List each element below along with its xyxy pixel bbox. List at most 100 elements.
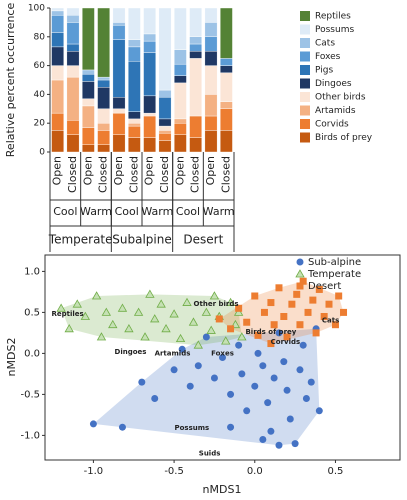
point xyxy=(325,300,333,308)
legend-marker xyxy=(296,282,304,290)
bar-segment xyxy=(219,7,233,59)
point xyxy=(169,309,179,318)
x-tick-label: Closed xyxy=(158,156,171,193)
bar-segment xyxy=(127,122,141,127)
bar-segment xyxy=(204,115,218,131)
bar-segment xyxy=(66,65,80,78)
point xyxy=(275,329,283,337)
point xyxy=(178,345,186,353)
subgroup-label: Warm xyxy=(141,205,173,218)
point xyxy=(225,297,236,306)
point xyxy=(259,436,267,443)
bar-segment xyxy=(66,43,80,52)
point xyxy=(259,362,267,370)
bar-segment xyxy=(127,111,141,120)
legend-label: Other birds xyxy=(315,93,366,103)
group-label: Temperate xyxy=(48,233,113,247)
bar-segment xyxy=(81,144,95,153)
bar-segment xyxy=(204,51,218,66)
bar-segment xyxy=(173,122,187,135)
point xyxy=(299,341,307,349)
bar-segment xyxy=(219,72,233,102)
bar-segment xyxy=(158,7,172,91)
bar-segment xyxy=(112,22,126,26)
bar-segment xyxy=(189,36,203,45)
y-axis-label: Relative percent occurrence xyxy=(4,3,17,158)
point xyxy=(288,300,296,308)
bar-segment xyxy=(219,58,233,66)
x-tick-label: -1.0 xyxy=(84,466,104,477)
x-tick-label: 0.0 xyxy=(247,466,263,477)
point xyxy=(260,308,268,316)
point xyxy=(80,311,91,320)
point xyxy=(251,382,259,390)
bar-segment xyxy=(158,140,172,153)
point xyxy=(124,323,134,333)
point xyxy=(335,292,343,300)
x-axis-label: nMDS1 xyxy=(203,483,242,496)
bar-segment xyxy=(173,75,187,84)
point xyxy=(156,299,166,308)
species-label: Suids xyxy=(199,449,221,457)
bar-segment xyxy=(97,108,110,124)
bar-segment xyxy=(66,120,80,135)
point xyxy=(283,386,291,394)
legend-label: Foxes xyxy=(315,52,341,62)
bar-segment xyxy=(127,46,141,62)
x-tick-label: Closed xyxy=(127,156,140,193)
bar-segment xyxy=(189,137,203,153)
point xyxy=(215,315,223,323)
subgroup-label: Cool xyxy=(115,205,139,218)
species-label: Reptiles xyxy=(51,310,83,318)
species-label: Corvids xyxy=(271,338,301,346)
point xyxy=(331,321,339,329)
bar-segment xyxy=(97,86,110,109)
bar-segment xyxy=(143,115,157,138)
point xyxy=(194,362,202,370)
point xyxy=(340,308,348,316)
species-label: Dingoes xyxy=(115,348,147,356)
bar-segment xyxy=(66,134,80,153)
point xyxy=(64,323,74,333)
point xyxy=(304,308,312,316)
legend-swatch xyxy=(300,24,310,35)
bar-segment xyxy=(127,118,141,124)
x-tick-label: Open xyxy=(173,156,186,185)
y-tick-label: 20 xyxy=(34,119,46,129)
legend-swatch xyxy=(300,78,310,89)
x-tick-label: Open xyxy=(51,156,64,185)
y-tick-label: 0.0 xyxy=(24,348,40,359)
bar-segment xyxy=(97,130,110,145)
y-tick-label: 1.0 xyxy=(24,266,40,277)
x-tick-label: Open xyxy=(204,156,217,185)
point xyxy=(270,321,278,329)
bar-segment xyxy=(112,25,126,40)
point xyxy=(175,333,186,343)
point xyxy=(89,420,97,428)
y-tick-label: -0.5 xyxy=(20,389,40,400)
point xyxy=(161,323,171,333)
bar-segment xyxy=(51,46,64,66)
legend-swatch xyxy=(300,38,310,48)
subgroup-label: Warm xyxy=(203,205,235,218)
subgroup-label: Cool xyxy=(176,205,200,218)
legend-label: Pigs xyxy=(315,66,333,76)
species-label: Cats xyxy=(322,317,339,325)
legend-label: Birds of prey xyxy=(315,133,373,143)
bar-segment xyxy=(112,112,126,135)
point xyxy=(291,440,299,448)
x-tick-label: 0.5 xyxy=(328,466,344,477)
point xyxy=(267,340,275,348)
bar-segment xyxy=(173,134,187,153)
bar-segment xyxy=(189,7,203,37)
x-tick-label: Closed xyxy=(97,156,110,193)
point xyxy=(243,407,251,415)
point xyxy=(267,299,275,307)
point xyxy=(307,378,315,386)
point xyxy=(280,358,288,366)
point xyxy=(202,333,210,341)
bar-segment xyxy=(81,81,95,99)
legend-swatch xyxy=(300,65,310,75)
legend-label: Cats xyxy=(315,39,335,49)
point xyxy=(145,289,155,298)
